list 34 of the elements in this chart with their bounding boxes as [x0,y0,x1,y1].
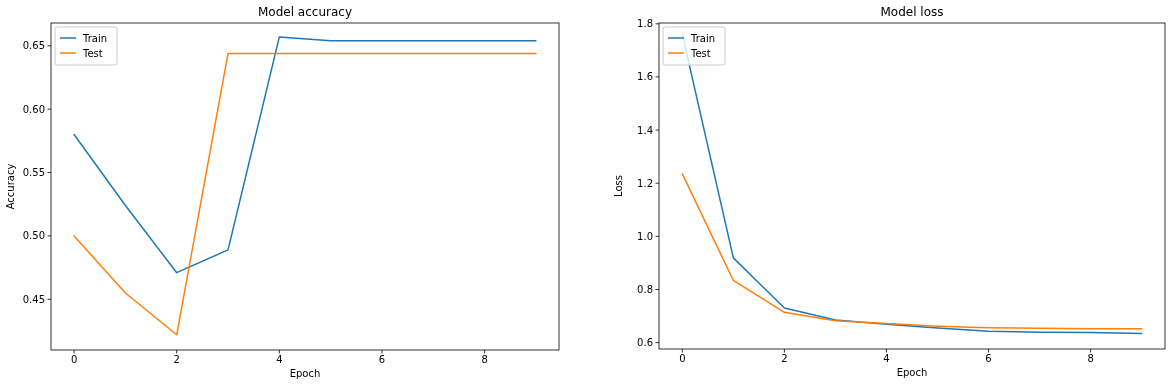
x-tick-label: 0 [679,353,686,364]
chart-title: Model loss [880,5,944,19]
y-tick-label: 1.8 [637,18,653,30]
y-tick-label: 1.2 [637,177,653,189]
x-tick-label: 6 [985,353,992,364]
legend-label: Test [82,47,103,59]
y-tick-label: 0.50 [22,230,45,242]
x-tick-label: 4 [276,354,283,365]
y-tick-label: 1.4 [637,124,653,136]
x-tick-label: 8 [481,354,488,365]
y-tick-label: 0.55 [22,167,45,179]
y-axis-title: Loss [613,175,624,197]
legend-label: Train [690,32,715,44]
line-series [681,173,1143,330]
x-tick-label: 6 [378,354,386,365]
y-tick-label: 0.6 [637,337,653,349]
legend-label: Train [82,32,107,44]
y-tick-label: 1.0 [637,230,653,242]
chart-title: Model accuracy [258,5,352,19]
y-tick-label: 1.6 [637,71,653,83]
x-tick-label: 2 [781,353,788,364]
line-series [73,36,537,274]
y-axis-title: Accuracy [5,163,16,210]
y-tick-label: 0.60 [22,103,45,115]
x-tick-label: 4 [883,353,890,364]
y-tick-label: 0.65 [22,40,45,52]
x-axis-title: Epoch [896,367,928,378]
x-tick-label: 2 [173,354,180,365]
y-tick-label: 0.8 [637,283,653,295]
x-axis-title: Epoch [289,368,321,379]
y-tick-label: 0.45 [22,293,45,305]
x-tick-label: 8 [1087,353,1094,364]
legend-label: Test [690,47,711,59]
x-tick-label: 0 [70,354,78,365]
